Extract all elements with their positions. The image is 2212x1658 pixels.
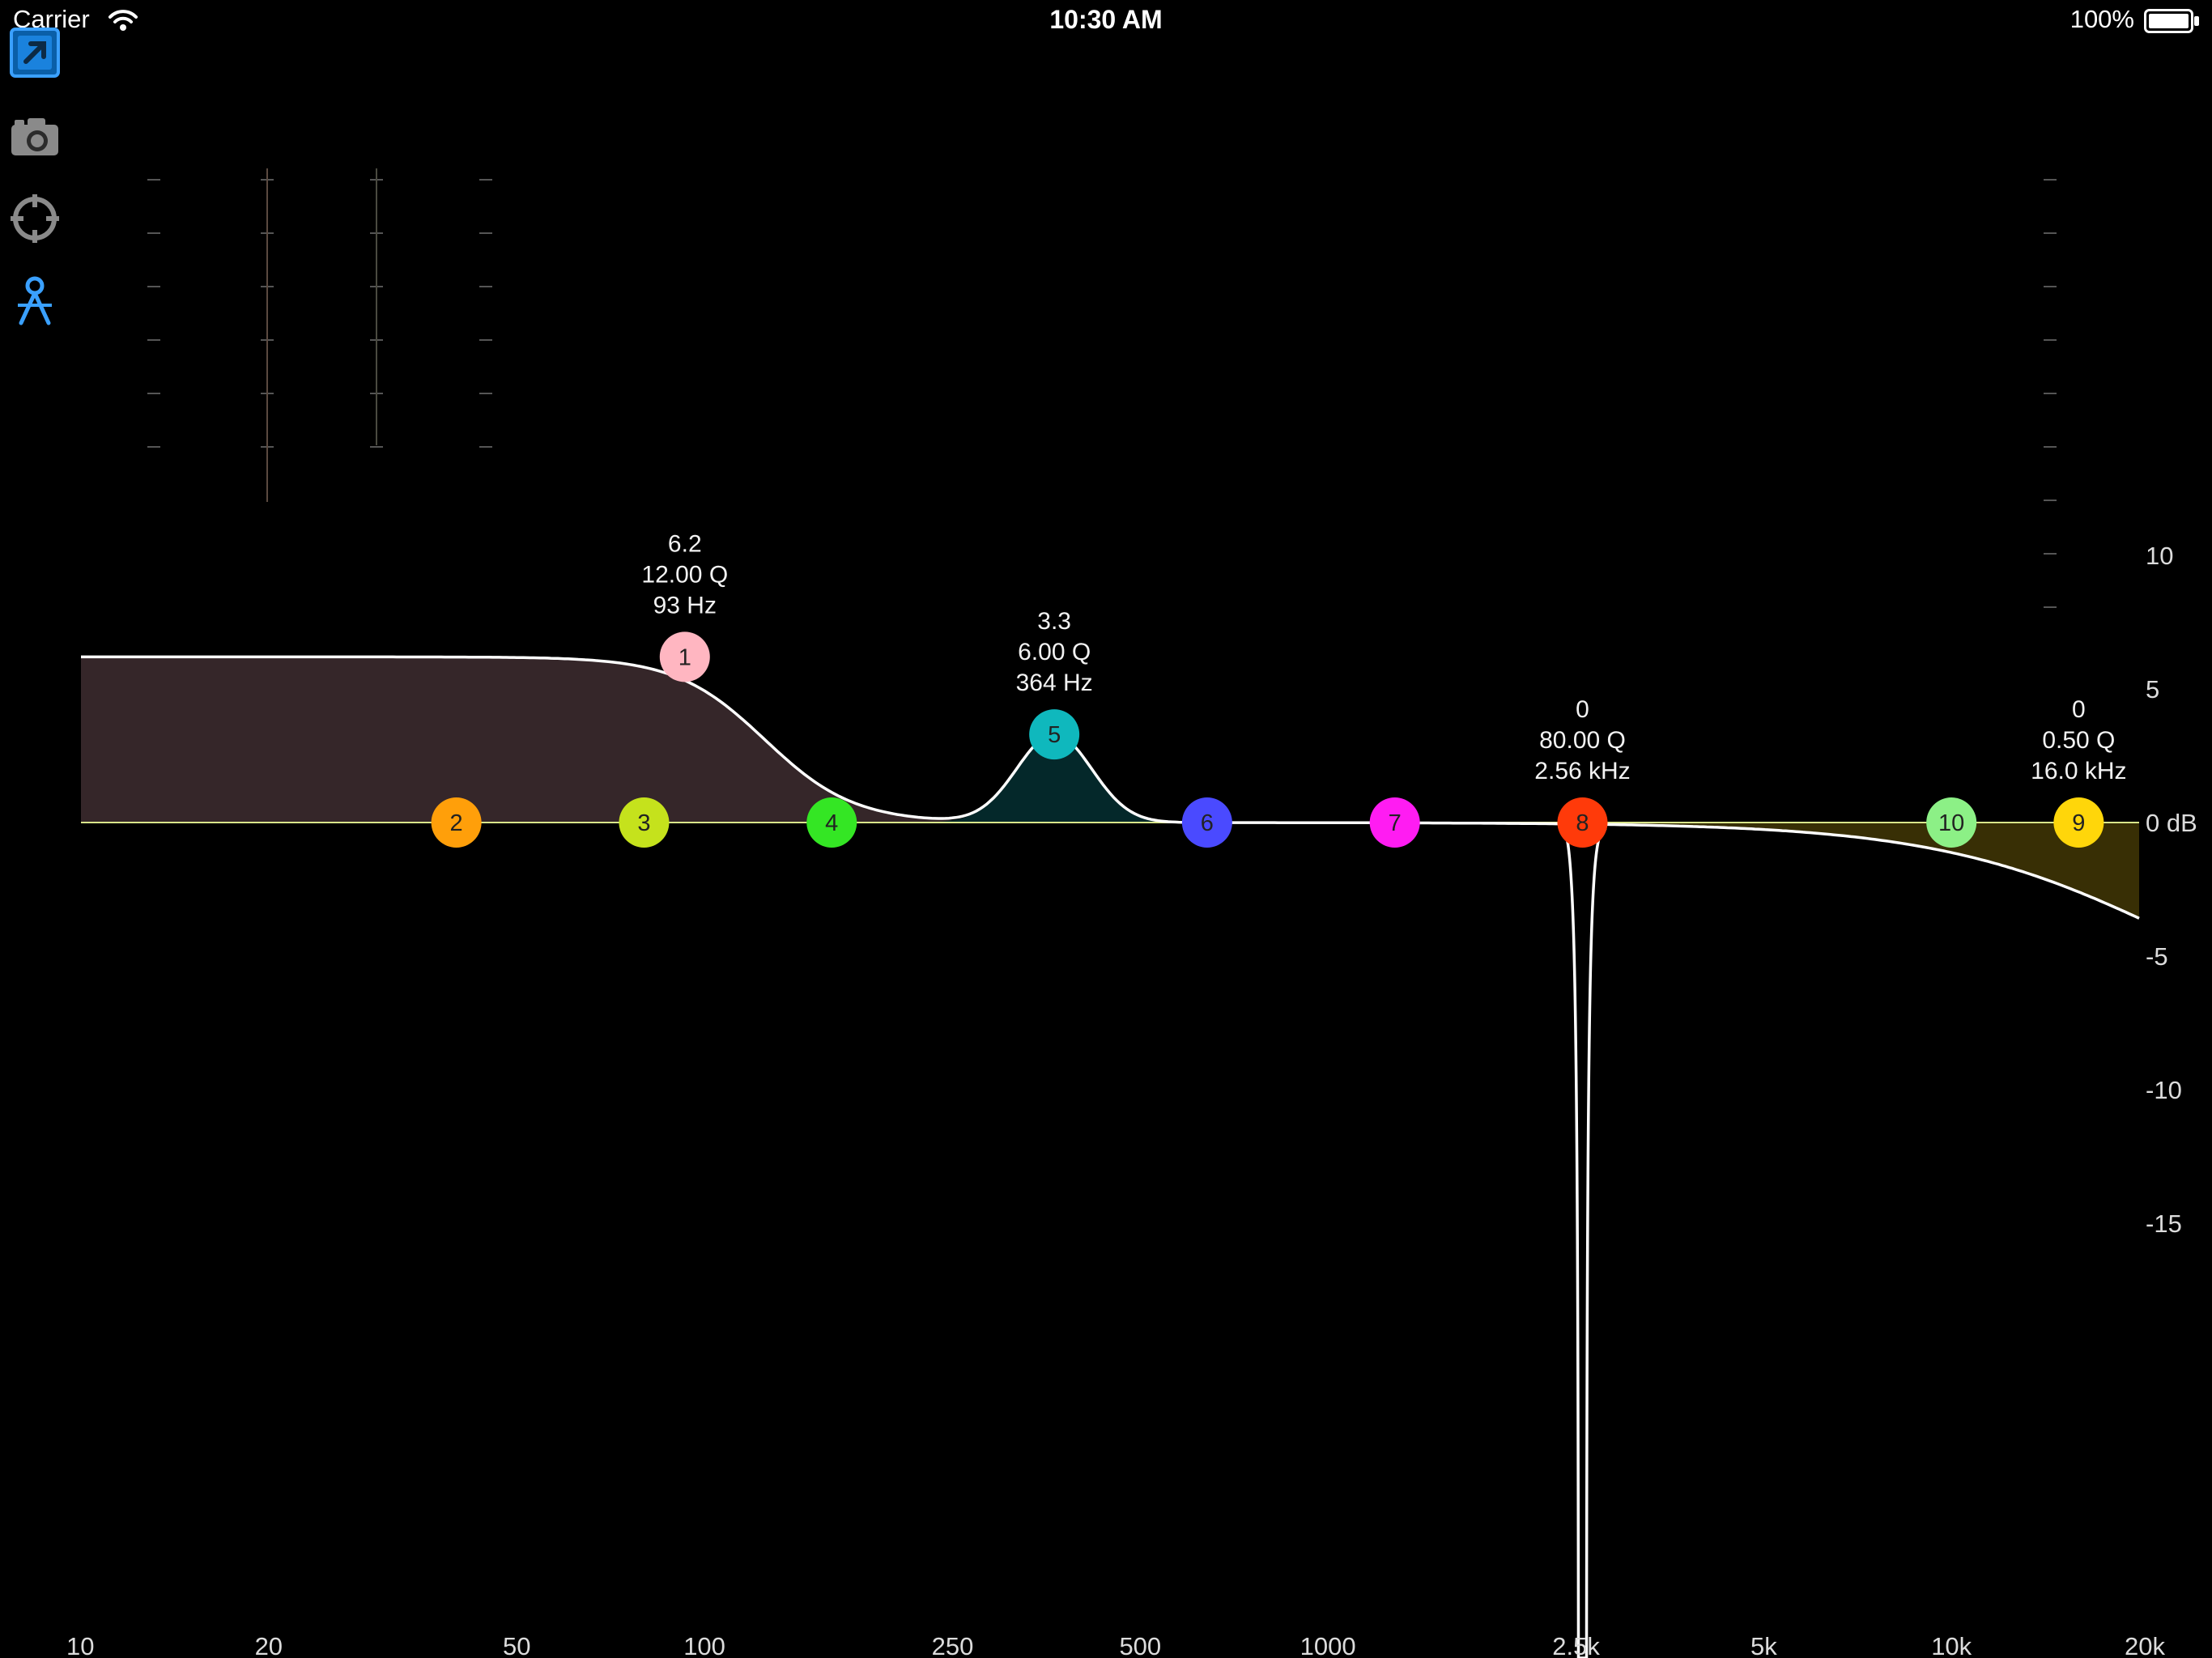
share-button[interactable] — [6, 24, 63, 81]
band-8-info: 0 — [1576, 696, 1589, 723]
clock: 10:30 AM — [1049, 5, 1163, 34]
band-2-handle[interactable]: 2 — [431, 797, 482, 848]
crosshair-button[interactable] — [6, 190, 63, 247]
band-5-fill — [81, 734, 2139, 823]
x-tick-label: 5k — [1750, 1632, 1777, 1658]
band-4-number: 4 — [825, 810, 838, 836]
compass-button[interactable] — [6, 271, 63, 328]
band-9-fill — [81, 823, 2139, 919]
camera-button[interactable] — [6, 108, 63, 165]
response-curve — [81, 655, 2140, 1658]
compass-icon — [18, 276, 52, 325]
band-fills — [81, 657, 2139, 919]
x-tick-label: 100 — [683, 1632, 725, 1658]
band-8-info: 80.00 Q — [1539, 727, 1626, 754]
x-tick-label: 250 — [932, 1632, 974, 1658]
y-axis-labels: 10 5 0 dB -5 -10 -15 — [2146, 542, 2197, 1238]
band-8-dot[interactable] — [1557, 797, 1608, 848]
band-9-info: 0 — [2072, 696, 2086, 723]
x-tick-label: 500 — [1119, 1632, 1161, 1658]
share-icon — [10, 28, 60, 78]
battery-percent: 100% — [2069, 5, 2134, 33]
band-5-dot[interactable] — [1029, 709, 1080, 760]
y-tick-label: 10 — [2146, 542, 2173, 570]
y-tick-label: 5 — [2146, 675, 2159, 704]
band-10-dot[interactable] — [1926, 797, 1977, 848]
band-3-dot[interactable] — [619, 797, 670, 848]
x-tick-label: 20 — [255, 1632, 283, 1658]
band-handles[interactable]: 1 6.2 12.00 Q 93 Hz 2 3 4 5 3.3 6.00 Q 364 Hz 6 7 8 0 8… — [431, 530, 2127, 848]
band-4-dot[interactable] — [806, 797, 857, 848]
band-8-number: 8 — [1576, 810, 1589, 836]
x-tick-label: 20k — [2125, 1632, 2165, 1658]
band-9-info: 0.50 Q — [2042, 727, 2115, 754]
band-7-handle[interactable]: 7 — [1369, 797, 1420, 848]
band-5-number: 5 — [1048, 722, 1061, 748]
response-curve-line — [81, 655, 2140, 920]
battery-icon — [2144, 9, 2201, 33]
band-10-number: 10 — [1938, 810, 1964, 836]
band-9-number: 9 — [2072, 810, 2085, 836]
band-1-dot[interactable] — [659, 631, 710, 682]
left-toolbar — [6, 24, 65, 332]
status-bar: Carrier 10:30 AM 100% — [0, 0, 2212, 44]
band-5-handle[interactable]: 5 — [1029, 709, 1080, 760]
x-tick-label: 1000 — [1300, 1632, 1356, 1658]
band-1-info: 93 Hz — [653, 592, 717, 619]
band-4-handle[interactable]: 4 — [806, 797, 857, 848]
y-tick-label: -5 — [2146, 942, 2168, 971]
x-tick-label: 50 — [503, 1632, 530, 1658]
band-7-dot[interactable] — [1369, 797, 1420, 848]
y-tick-label: 0 dB — [2146, 809, 2197, 837]
band-1-fill — [81, 657, 2139, 823]
band-1-info: 12.00 Q — [641, 561, 728, 588]
band-2-number: 2 — [450, 810, 463, 836]
camera-icon — [11, 118, 58, 155]
band-6-number: 6 — [1201, 810, 1214, 836]
band-10-handle[interactable]: 10 — [1926, 797, 1977, 848]
grid — [147, 168, 2057, 608]
band-6-handle[interactable]: 6 — [1181, 797, 1232, 848]
y-tick-label: -10 — [2146, 1076, 2182, 1104]
band-1-info: 6.2 — [668, 530, 702, 557]
band-5-info: 6.00 Q — [1018, 639, 1091, 665]
x-tick-label: 2.5k — [1552, 1632, 1600, 1658]
x-tick-label: 10k — [1931, 1632, 1972, 1658]
band-9-info: 16.0 kHz — [2031, 758, 2126, 784]
wifi-icon — [107, 8, 139, 32]
crosshair-icon — [11, 194, 59, 243]
band-1-handle[interactable]: 1 — [659, 631, 710, 682]
band-3-number: 3 — [637, 810, 650, 836]
band-1-number: 1 — [678, 644, 691, 670]
band-8-notch — [1558, 820, 1607, 1658]
band-3-handle[interactable]: 3 — [619, 797, 670, 848]
x-axis-labels: 10 20 50 100 250 500 1000 2.5k 5k 10k 20k — [66, 1632, 2165, 1658]
band-9-dot[interactable] — [2053, 797, 2104, 848]
band-8-info: 2.56 kHz — [1534, 758, 1630, 784]
band-5-info: 364 Hz — [1016, 670, 1093, 696]
band-9-handle[interactable]: 9 — [2053, 797, 2104, 848]
band-6-dot[interactable] — [1181, 797, 1232, 848]
x-tick-label: 10 — [66, 1632, 94, 1658]
band-5-info: 3.3 — [1037, 608, 1071, 635]
band-8-handle[interactable]: 8 — [1557, 797, 1608, 848]
band-7-number: 7 — [1389, 810, 1402, 836]
y-tick-label: -15 — [2146, 1209, 2182, 1238]
band-2-dot[interactable] — [431, 797, 482, 848]
